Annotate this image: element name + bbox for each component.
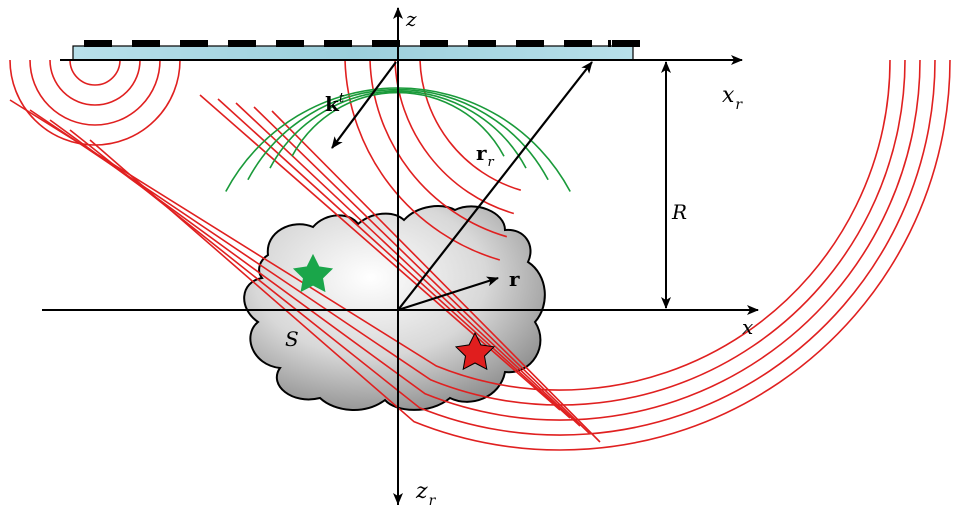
kt-vector: [331, 61, 397, 149]
array-element: [372, 40, 400, 47]
array-element: [468, 40, 496, 47]
r-label: r: [509, 267, 520, 291]
green-source-star: [292, 253, 334, 293]
scatterer-cloud: [243, 205, 546, 411]
array-element: [608, 40, 611, 47]
array-element: [276, 40, 304, 47]
red-diagonal: [199, 94, 561, 411]
red-left-arc: [29, 60, 161, 126]
red-wavefront-arcs-left: [9, 60, 181, 146]
array-element: [564, 40, 592, 47]
r-vector: [397, 276, 499, 312]
array-element: [84, 40, 112, 47]
red-left-arc: [9, 60, 181, 146]
x-axis-label: x: [742, 315, 753, 339]
receiver-array-elements: [84, 40, 640, 47]
array-element: [420, 40, 448, 47]
array-element: [612, 40, 640, 47]
array-element: [180, 40, 208, 47]
red-diagonal: [217, 98, 571, 419]
array-element: [132, 40, 160, 47]
z-axis-label: z: [405, 7, 417, 31]
red-wavefront-band: [69, 60, 936, 436]
zr-axis-label: zr: [415, 479, 437, 509]
R-label: R: [671, 200, 687, 224]
red-diagonal: [253, 106, 591, 435]
xr-axis-label: xr: [722, 83, 743, 113]
red-wavefront-band: [9, 60, 891, 391]
red-wavefront-bands: [9, 60, 951, 451]
red-left-arc: [49, 60, 141, 106]
rr-label: rr: [476, 141, 495, 170]
red-diagonal: [235, 102, 581, 427]
red-wavefront-inner: [394, 60, 515, 215]
receiver-array-plate: [72, 45, 634, 61]
kt-label: kt: [325, 91, 345, 116]
red-wavefront-band: [89, 60, 951, 451]
array-element: [324, 40, 352, 47]
red-diagonal: [271, 110, 601, 443]
array-element: [516, 40, 544, 47]
red-wavefront-band: [29, 60, 906, 406]
red-source-star: [454, 331, 496, 371]
red-wavefront-inner: [419, 60, 522, 191]
red-left-arc: [69, 60, 121, 86]
rr-vector: [397, 61, 593, 311]
S-label: S: [285, 327, 299, 351]
red-wavefront-band: [49, 60, 921, 421]
array-element: [228, 40, 256, 47]
